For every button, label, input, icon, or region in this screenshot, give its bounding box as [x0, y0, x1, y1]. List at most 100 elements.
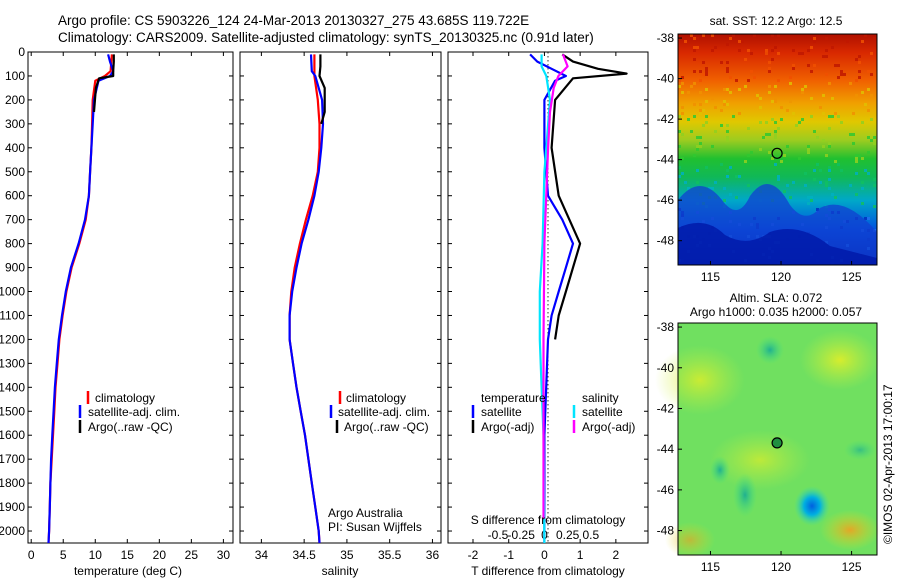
sst-pixel	[870, 52, 873, 55]
sst-pixel	[702, 109, 705, 112]
map-y-tick-label: -42	[657, 112, 675, 126]
sst-pixel	[711, 145, 714, 148]
sst-pixel	[696, 181, 699, 184]
sst-pixel	[807, 49, 810, 52]
sst-pixel	[693, 115, 696, 118]
legend-label-argo: Argo(..raw -QC)	[88, 420, 173, 434]
sst-pixel	[828, 169, 831, 172]
sst-pixel	[678, 145, 681, 148]
sst-pixel	[867, 136, 870, 139]
sst-pixel	[864, 103, 867, 106]
sst-pixel	[726, 175, 729, 178]
x-tick-label: -2	[468, 548, 479, 562]
sst-pixel	[870, 94, 873, 97]
sst-pixel	[774, 130, 777, 133]
sst-pixel	[861, 157, 864, 160]
sst-pixel	[873, 142, 876, 145]
sst-pixel	[765, 133, 768, 136]
sla-map-title-line1: Altim. SLA: 0.072	[730, 291, 823, 305]
sst-pixel	[726, 169, 729, 172]
sst-pixel	[792, 49, 795, 52]
sst-pixel	[870, 73, 873, 76]
sst-pixel	[858, 154, 861, 157]
sst-pixel	[747, 127, 750, 130]
sst-pixel	[753, 76, 756, 79]
sst-pixel	[780, 160, 783, 163]
sst-pixel	[822, 112, 825, 115]
figure-title-line2: Climatology: CARS2009. Satellite-adjuste…	[58, 30, 594, 45]
sst-pixel	[777, 52, 780, 55]
sst-pixel	[867, 88, 870, 91]
sst-pixel	[684, 40, 687, 43]
sst-pixel	[771, 49, 774, 52]
sst-pixel	[726, 67, 729, 70]
sst-pixel	[831, 115, 834, 118]
sst-pixel	[858, 70, 861, 73]
sst-pixel	[828, 145, 831, 148]
sst-pixel	[678, 175, 681, 178]
sst-pixel	[867, 109, 870, 112]
sla-map-features	[655, 330, 880, 558]
sst-pixel	[786, 184, 789, 187]
argo-position-marker	[771, 147, 783, 159]
sst-pixel	[678, 130, 681, 133]
y-tick-label: 1200	[0, 332, 25, 346]
sst-pixel	[693, 37, 696, 40]
sst-pixel	[729, 37, 732, 40]
sst-pixel	[699, 112, 702, 115]
sst-pixel	[834, 160, 837, 163]
sst-pixel	[774, 133, 777, 136]
salinity-axis-label: salinity	[322, 564, 359, 578]
sst-pixel	[792, 112, 795, 115]
sst-pixel	[768, 151, 771, 154]
sst-pixel	[813, 130, 816, 133]
map-y-tick-label: -44	[657, 442, 675, 456]
sst-pixel	[714, 130, 717, 133]
sst-pixel	[696, 136, 699, 139]
sst-pixel	[819, 169, 822, 172]
sst-pixel	[798, 121, 801, 124]
sst-pixel	[861, 121, 864, 124]
series-line	[542, 54, 569, 519]
x-tick-label: 5	[60, 548, 67, 562]
sst-pixel	[768, 91, 771, 94]
legend-title-salinity: salinity	[582, 391, 619, 405]
map-y-tick-label: -42	[657, 401, 675, 415]
sst-pixel	[729, 166, 732, 169]
sst-pixel	[702, 124, 705, 127]
sst-pixel	[801, 118, 804, 121]
sst-pixel	[861, 40, 864, 43]
series-line	[92, 54, 115, 112]
sst-pixel	[711, 49, 714, 52]
figure-title-line1: Argo profile: CS 5903226_124 24-Mar-2013…	[58, 13, 529, 28]
t-difference-axis-label: T difference from climatology	[471, 564, 625, 578]
sst-pixel	[708, 187, 711, 190]
sst-pixel	[699, 79, 702, 82]
sst-pixel	[741, 40, 744, 43]
sst-pixel	[804, 184, 807, 187]
sst-pixel	[852, 133, 855, 136]
legend-label-t-argo: Argo(-adj)	[481, 420, 534, 434]
sst-pixel	[774, 46, 777, 49]
map-y-tick-label: -46	[657, 193, 675, 207]
sst-pixel	[837, 64, 840, 67]
sst-pixel	[747, 49, 750, 52]
sst-pixel	[720, 109, 723, 112]
salinity-panel: 34 34.5 35 35.5 36 salinity climatology sate…	[239, 51, 442, 578]
x2-tick-label: -0.5	[488, 528, 509, 542]
sst-pixel	[774, 163, 777, 166]
sst-pixel	[681, 112, 684, 115]
sst-pixel	[738, 88, 741, 91]
sst-pixel	[828, 127, 831, 130]
x-tick-label: 1	[577, 548, 584, 562]
series-line	[318, 54, 326, 125]
sst-pixel	[855, 172, 858, 175]
sst-pixel	[705, 70, 708, 73]
sst-pixel	[723, 88, 726, 91]
sst-pixel	[840, 70, 843, 73]
sst-pixel	[855, 94, 858, 97]
sst-pixel	[855, 79, 858, 82]
salinity-depth-ticks	[240, 51, 441, 532]
sst-pixel	[777, 178, 780, 181]
